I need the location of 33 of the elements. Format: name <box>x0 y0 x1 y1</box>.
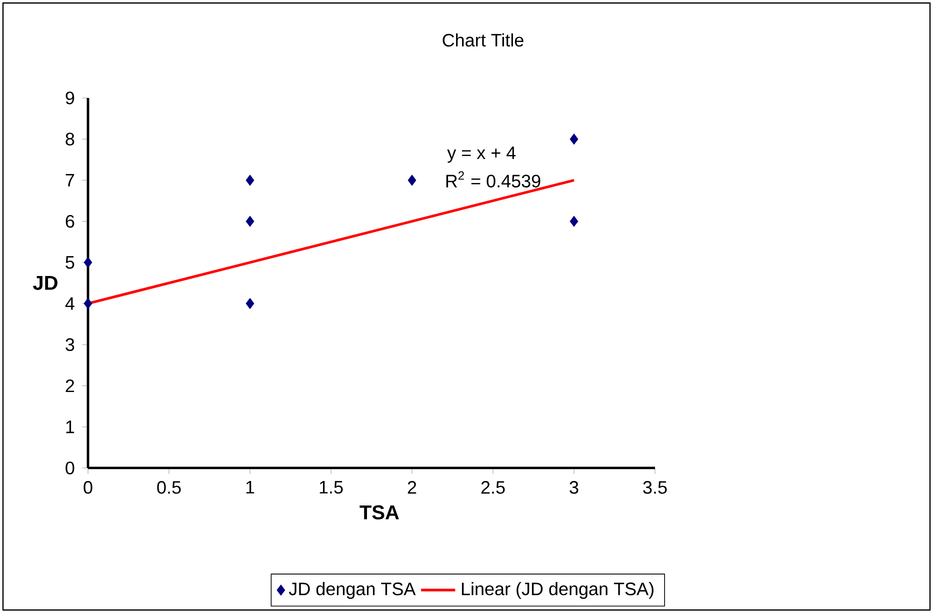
y-tick-label: 2 <box>66 379 74 392</box>
y-tick-label: 0 <box>66 462 74 474</box>
x-tick-label: 1 <box>246 481 254 494</box>
x-tick-label: 0.5 <box>157 481 181 494</box>
legend-label: JD dengan TSA <box>288 582 416 599</box>
point <box>246 174 254 186</box>
y-axis-title: JD <box>33 276 58 290</box>
point <box>246 216 254 227</box>
x-tick-label: 2 <box>408 481 416 494</box>
x-tick-label: 3 <box>570 481 578 494</box>
y-tick-label: 4 <box>65 297 74 310</box>
x-tick-label: 1.5 <box>320 481 343 494</box>
point <box>570 134 578 144</box>
x-tick-label: 2.5 <box>481 481 505 494</box>
point <box>570 216 578 227</box>
x-axis-title: TSA <box>360 505 399 520</box>
y-tick-label: 3 <box>66 338 74 352</box>
point <box>246 298 254 309</box>
point <box>84 298 92 309</box>
y-tick-label: 6 <box>66 214 74 228</box>
x-tick-label: 3.5 <box>643 481 667 494</box>
legend-label: Linear (JD dengan TSA) <box>462 582 654 599</box>
y-tick-label: 9 <box>66 92 74 104</box>
annotation: R$^{2}$ = 0.4539 <box>446 171 540 188</box>
y-tick-label: 8 <box>66 132 74 146</box>
y-tick-label: 1 <box>66 420 74 434</box>
annotation: y = x + 4 <box>447 146 516 163</box>
x-tick-label: 0 <box>84 481 92 494</box>
chart-title: Chart Title <box>442 33 524 47</box>
point <box>84 257 92 268</box>
y-tick-label: 5 <box>66 256 74 269</box>
point <box>408 174 416 186</box>
y-tick-label: 7 <box>66 174 74 186</box>
